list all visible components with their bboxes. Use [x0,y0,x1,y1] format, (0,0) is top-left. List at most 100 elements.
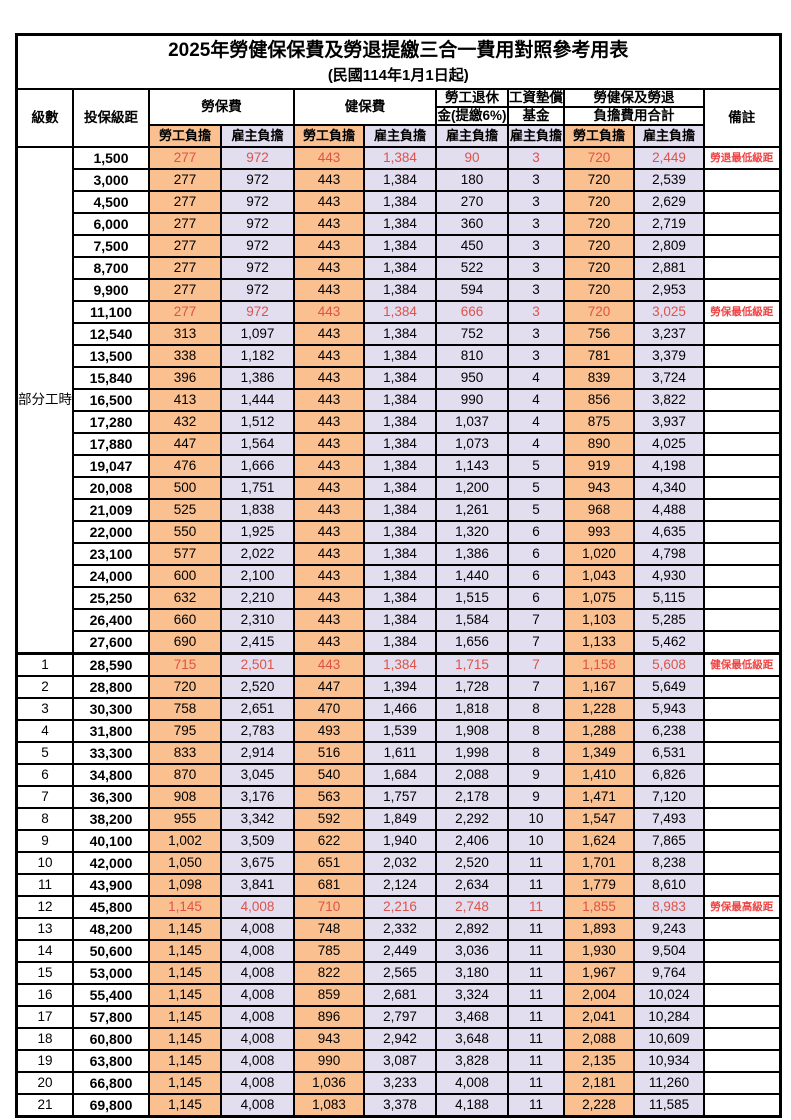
value-cell: 3,180 [435,961,509,985]
title-cell: 2025年勞健保保費及勞退提繳三合一費用對照參考用表 (民國114年1月1日起) [15,33,781,90]
value-cell: 990 [435,388,509,412]
value-cell: 450 [435,234,509,258]
note-cell [703,785,781,809]
col-header-fund-line1: 工資墊償 [507,88,565,108]
value-cell: 3 [507,278,565,302]
bracket-cell: 12,540 [72,322,150,346]
bracket-cell: 36,300 [72,785,150,809]
bracket-cell: 13,500 [72,344,150,368]
value-cell: 1,701 [563,851,635,875]
value-cell: 3,233 [363,1071,437,1095]
value-cell: 6,531 [633,741,705,765]
value-cell: 7 [507,652,565,677]
value-cell: 4,930 [633,564,705,588]
value-cell: 4 [507,366,565,390]
note-cell [703,476,781,500]
value-cell: 720 [563,278,635,302]
value-cell: 8,983 [633,895,705,919]
note-cell [703,190,781,214]
table-row: 13 48,200 1,145 4,008 748 2,332 2,892 11 1,893 9,… [15,917,781,941]
value-cell: 443 [293,520,365,544]
value-cell: 1,384 [363,476,437,500]
value-cell: 908 [148,785,222,809]
note-cell [703,1049,781,1073]
value-cell: 3 [507,256,565,280]
value-cell: 955 [148,807,222,831]
value-cell: 1,384 [363,190,437,214]
value-cell: 3,648 [435,1027,509,1051]
value-cell: 447 [148,432,222,456]
bracket-cell: 66,800 [72,1071,150,1095]
value-cell: 277 [148,300,222,324]
value-cell: 447 [293,675,365,699]
bracket-cell: 50,600 [72,939,150,963]
value-cell: 4,008 [220,1005,295,1029]
level-cell: 4 [15,719,74,743]
value-cell: 592 [293,807,365,831]
value-cell: 810 [435,344,509,368]
table-row: 7,500 277 972 443 1,384 450 3 720 2,809 [17,234,781,258]
value-cell: 8 [507,741,565,765]
value-cell: 443 [293,652,365,677]
table-row: 4,500 277 972 443 1,384 270 3 720 2,629 [17,190,781,214]
table-row: 14 50,600 1,145 4,008 785 2,449 3,036 11 1,930 9,… [15,939,781,963]
value-cell: 1,386 [220,366,295,390]
value-cell: 2,892 [435,917,509,941]
subheader-total-employer: 雇主負擔 [633,124,705,148]
value-cell: 720 [563,212,635,236]
value-cell: 1,624 [563,829,635,853]
value-cell: 1,145 [148,961,222,985]
value-cell: 666 [435,300,509,324]
value-cell: 3 [507,234,565,258]
col-header-fund-line2: 基金 [507,106,565,126]
table-row: 15 53,000 1,145 4,008 822 2,565 3,180 11 1,967 9,… [15,961,781,985]
subheader-labor-employer: 雇主負擔 [220,124,295,148]
value-cell: 3 [507,300,565,324]
table-row: 2 28,800 720 2,520 447 1,394 1,728 7 1,167 5,649 [15,675,781,699]
value-cell: 3,045 [220,763,295,787]
bracket-cell: 8,700 [72,256,150,280]
value-cell: 622 [293,829,365,853]
value-cell: 1,384 [363,432,437,456]
value-cell: 1,547 [563,807,635,831]
level-cell: 14 [15,939,74,963]
level-cell: 19 [15,1049,74,1073]
value-cell: 4,008 [220,917,295,941]
bracket-cell: 28,800 [72,675,150,699]
table-row: 16 55,400 1,145 4,008 859 2,681 3,324 11 2,004 10… [15,983,781,1007]
value-cell: 1,384 [363,344,437,368]
value-cell: 10,934 [633,1049,705,1073]
bracket-cell: 24,000 [72,564,150,588]
value-cell: 3,237 [633,322,705,346]
value-cell: 4,340 [633,476,705,500]
value-cell: 2,228 [563,1093,635,1118]
value-cell: 525 [148,498,222,522]
table-row: 23,100 577 2,022 443 1,384 1,386 6 1,020 4,798 [17,542,781,566]
bracket-cell: 33,300 [72,741,150,765]
value-cell: 563 [293,785,365,809]
value-cell: 4 [507,410,565,434]
value-cell: 1,158 [563,652,635,677]
bracket-cell: 60,800 [72,1027,150,1051]
value-cell: 1,384 [363,630,437,655]
value-cell: 11,260 [633,1071,705,1095]
value-cell: 6 [507,586,565,610]
value-cell: 4 [507,432,565,456]
value-cell: 972 [220,256,295,280]
note-cell [703,873,781,897]
value-cell: 972 [220,190,295,214]
value-cell: 1,384 [363,212,437,236]
value-cell: 1,145 [148,983,222,1007]
value-cell: 972 [220,300,295,324]
value-cell: 2,406 [435,829,509,853]
value-cell: 2,210 [220,586,295,610]
note-cell [703,851,781,875]
page-title: 2025年勞健保保費及勞退提繳三合一費用對照參考用表 [168,40,629,61]
level-cell: 18 [15,1027,74,1051]
value-cell: 1,384 [363,410,437,434]
value-cell: 752 [435,322,509,346]
value-cell: 3,828 [435,1049,509,1073]
note-cell [703,586,781,610]
note-cell [703,212,781,236]
value-cell: 4,188 [435,1093,509,1118]
